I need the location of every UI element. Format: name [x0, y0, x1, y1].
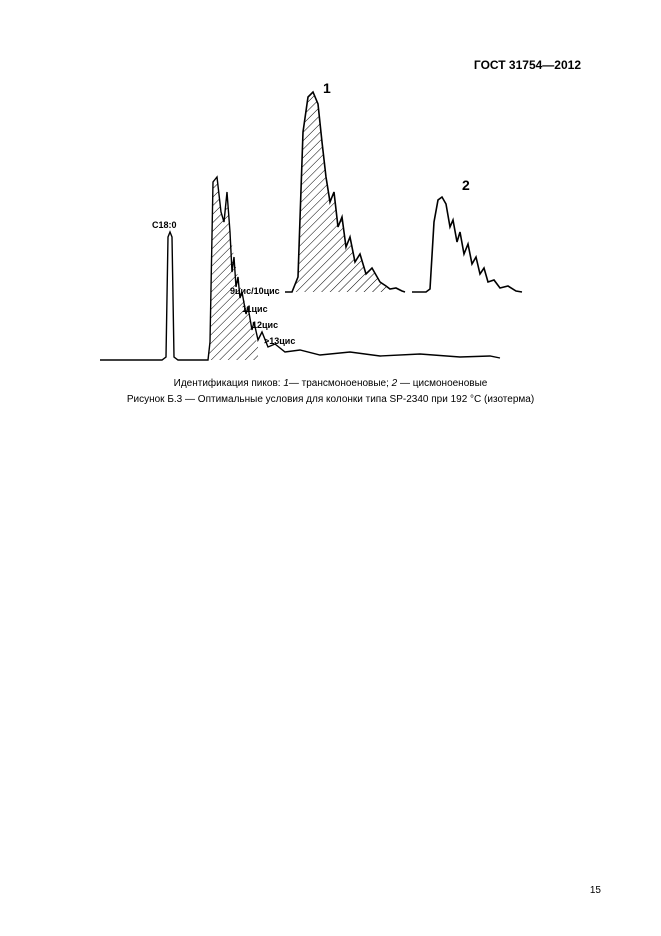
- document-header: ГОСТ 31754—2012: [474, 58, 581, 72]
- legend-prefix: Идентификация пиков:: [174, 378, 284, 389]
- label-peak-2: 2: [462, 177, 470, 193]
- label-9cis-10cis: 9цис/10цис: [230, 286, 280, 296]
- page: ГОСТ 31754—2012 С18:0 1 2 9цис/10цис 11ц…: [0, 0, 661, 936]
- label-peak-1: 1: [323, 80, 331, 96]
- peak-legend: Идентификация пиков: 1— трансмоноеновые;…: [0, 378, 661, 389]
- label-11cis: 11цис: [242, 304, 268, 314]
- page-number: 15: [590, 885, 601, 896]
- figure-caption: Рисунок Б.3 — Оптимальные условия для ко…: [0, 394, 661, 405]
- inset2-outline: [412, 197, 522, 292]
- legend-two-text: — цисмоноеновые: [397, 378, 487, 389]
- chromatogram-figure: С18:0 1 2 9цис/10цис 11цис 12цис >13цис: [90, 82, 570, 372]
- label-c18: С18:0: [152, 220, 177, 230]
- legend-one-text: — трансмоноеновые;: [289, 378, 392, 389]
- label-gt13cis: >13цис: [264, 336, 295, 346]
- label-12cis: 12цис: [252, 320, 278, 330]
- inset1-fill: [292, 92, 388, 292]
